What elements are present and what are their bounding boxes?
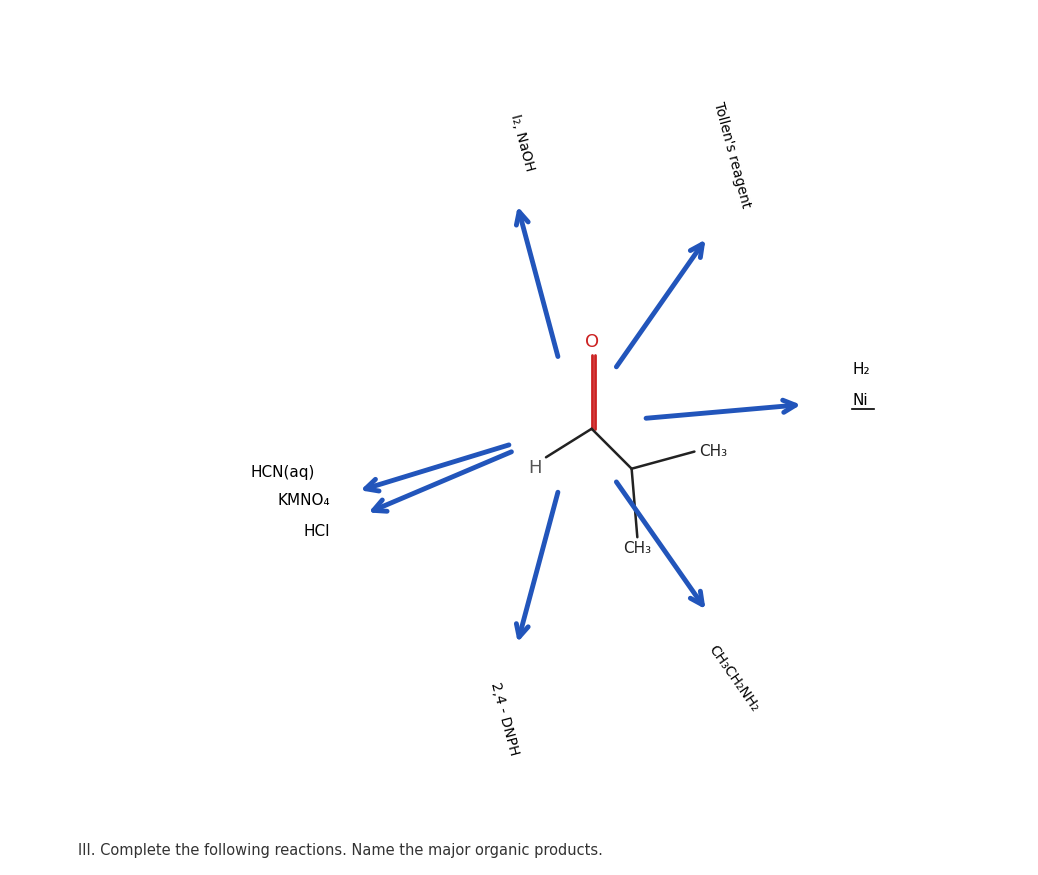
Text: O: O xyxy=(584,332,599,351)
Text: KMNO₄: KMNO₄ xyxy=(277,493,330,507)
Text: H: H xyxy=(528,459,542,477)
Text: Tollen's reagent: Tollen's reagent xyxy=(711,101,753,210)
Text: HCN(aq): HCN(aq) xyxy=(251,466,316,480)
Text: I₂, NaOH: I₂, NaOH xyxy=(508,112,537,172)
Text: CH₃: CH₃ xyxy=(623,542,652,556)
Text: CH₃: CH₃ xyxy=(700,444,728,459)
Text: III. Complete the following reactions. Name the major organic products.: III. Complete the following reactions. N… xyxy=(78,843,603,858)
Text: CH₃CH₂NH₂: CH₃CH₂NH₂ xyxy=(706,643,762,715)
Text: HCI: HCI xyxy=(303,524,330,539)
Text: 2,4 - DNPH: 2,4 - DNPH xyxy=(488,681,521,757)
Text: H₂: H₂ xyxy=(852,361,870,376)
Text: Ni: Ni xyxy=(852,393,868,408)
